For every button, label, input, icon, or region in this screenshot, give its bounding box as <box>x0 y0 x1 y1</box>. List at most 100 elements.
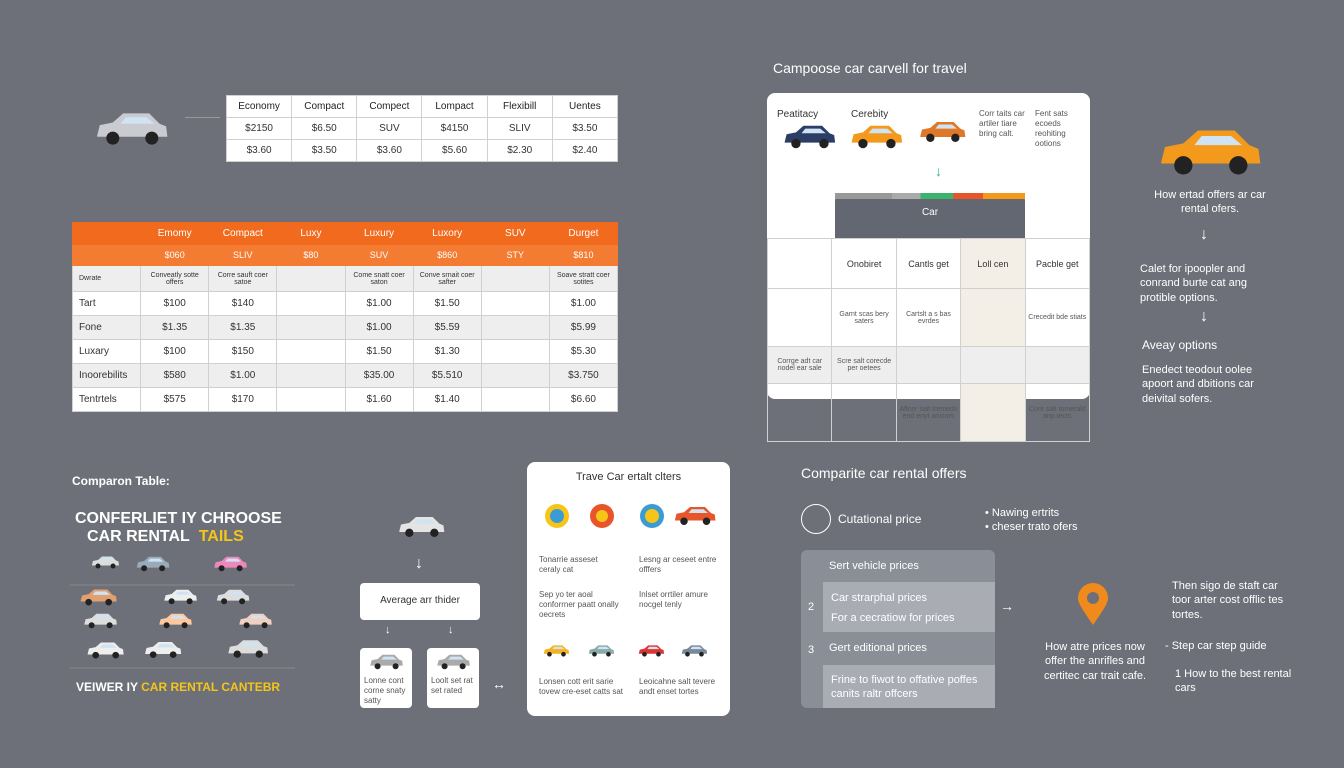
cell: Durget <box>548 222 619 245</box>
table-row: Aflcer sait tremeds end enyt amcors Cont … <box>766 383 1091 442</box>
bullet: • cheser trato ofers <box>985 521 1078 533</box>
arrow: ↓ <box>448 624 454 636</box>
label: Comparon Table: <box>72 474 170 488</box>
table-row: Luxary $100 $150 $1.50 $1.30 $5.30 <box>71 339 619 364</box>
text: cheser trato ofers <box>991 521 1078 533</box>
cell: $1.60 <box>344 387 414 412</box>
cell: Emomy <box>140 222 210 245</box>
cell: Compact <box>291 95 358 118</box>
color-strip <box>835 193 1025 199</box>
compare-table: Onobiret Cantls get Loll cen Pacble get Garn… <box>766 238 1091 442</box>
cell: Luxary <box>71 339 142 364</box>
item: Inlset orrtiler amure nocgel tenly <box>639 590 708 609</box>
cell <box>480 363 550 388</box>
step: Gert editional prices <box>829 642 927 654</box>
cell: Cartslt a s bas evrdes <box>895 288 962 347</box>
cell: $1.50 <box>344 339 414 364</box>
cell: $6.50 <box>291 117 358 140</box>
note: Fent sats ecoeds reohiting ootions <box>1035 109 1068 148</box>
cell: Pacble get <box>1024 238 1091 289</box>
cell: $140 <box>208 291 278 316</box>
cell: $3.50 <box>551 117 619 140</box>
card-text: Lonne cont corne snaty satty <box>364 676 406 705</box>
table-row: Onobiret Cantls get Loll cen Pacble get <box>766 238 1091 289</box>
car-icon <box>784 125 836 149</box>
cell: Loll cen <box>960 238 1026 289</box>
car-icon <box>437 654 470 670</box>
step-body <box>823 582 995 632</box>
arrow: → <box>1000 598 1014 614</box>
cell: $170 <box>208 387 278 412</box>
cell: Conve srnait coer safter <box>412 265 482 292</box>
car-icon <box>1161 130 1261 175</box>
bullet: • Nawing ertrits <box>985 507 1060 519</box>
arrow: ↓ <box>1200 226 1208 243</box>
cell: $1.35 <box>208 315 278 340</box>
cell: $5.99 <box>548 315 619 340</box>
cell: $5.510 <box>412 363 482 388</box>
cell: STY <box>480 244 550 266</box>
cell: $1.00 <box>548 291 619 316</box>
icon <box>801 504 831 534</box>
cell: $810 <box>548 244 619 266</box>
cell: Compect <box>356 95 423 118</box>
item: Lesng ar ceseet entre offfers <box>639 555 717 574</box>
pin-note: How atre prices now offer the anrifles a… <box>1043 641 1147 682</box>
cell: Tentrtels <box>71 387 142 412</box>
headline: CONFERLIET IY CHROOSE <box>75 510 282 527</box>
cell: Garnt scas bery saters <box>831 288 897 347</box>
cell: $5.60 <box>421 139 488 162</box>
cell: Aflcer sait tremeds end enyt amcors <box>895 383 962 442</box>
cell: $100 <box>140 339 210 364</box>
cell: SUV <box>344 244 414 266</box>
cell: $1.00 <box>344 315 414 340</box>
bar: Car <box>835 193 1025 238</box>
car-grid <box>70 556 295 669</box>
cell <box>276 265 346 292</box>
cell: $100 <box>140 291 210 316</box>
cell: SUV <box>356 117 423 140</box>
cell: Cont salt tomerald anp tects <box>1024 383 1091 442</box>
step-body <box>823 665 995 708</box>
table-row: Inoorebilits $580 $1.00 $35.00 $5.510 $3.750 <box>71 363 619 388</box>
cell <box>71 244 142 266</box>
cell <box>276 387 346 412</box>
note: Corr taits car artiler tiare bring calt. <box>979 109 1025 138</box>
cell: Luxy <box>276 222 346 245</box>
cell <box>480 265 550 292</box>
cell: SUV <box>480 222 550 245</box>
cell: $1.50 <box>412 291 482 316</box>
cell <box>71 222 142 245</box>
cell: $2150 <box>225 117 293 140</box>
text: TAILS <box>198 528 244 545</box>
cell: $3.50 <box>291 139 358 162</box>
cell: $575 <box>140 387 210 412</box>
cell: Soave stratt coer sotites <box>548 265 619 292</box>
cell <box>480 291 550 316</box>
pin <box>1078 583 1108 625</box>
cell: $5.59 <box>412 315 482 340</box>
panel-title: Trave Car ertalt clters <box>575 471 682 483</box>
table-row: Tentrtels $575 $170 $1.60 $1.40 $6.60 <box>71 387 619 412</box>
cell <box>766 288 833 347</box>
label: Cerebity <box>851 109 889 120</box>
cell: Cantls get <box>895 238 962 289</box>
cell: $3.750 <box>548 363 619 388</box>
cell: Uentes <box>551 95 619 118</box>
cell: $4150 <box>421 117 488 140</box>
headline: CAR RENTAL TAILS <box>87 528 244 546</box>
side-note: Calet for ipoopler and conrand burte cat… <box>1140 263 1248 304</box>
note: Then sigo de staft car toor arter cost o… <box>1172 580 1284 621</box>
side-note: Enedect teodout oolee apoort and dbition… <box>1142 364 1254 405</box>
cell <box>960 346 1026 384</box>
arrow: ↓ <box>935 163 942 179</box>
panel-title: Campoose car carvell for travel <box>773 60 967 76</box>
cell: $060 <box>140 244 210 266</box>
cell: $1.00 <box>208 363 278 388</box>
cell: Scre salt corecde per oetees <box>831 346 897 384</box>
cell: $2.40 <box>551 139 619 162</box>
cell: $860 <box>412 244 482 266</box>
section-title: Comparite car rental offers <box>801 465 967 481</box>
connector <box>185 117 220 118</box>
